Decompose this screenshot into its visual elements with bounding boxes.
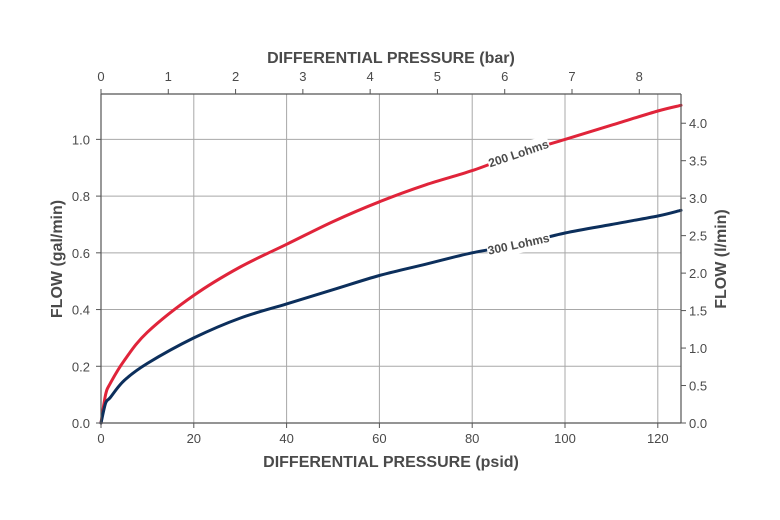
y2-tick-label: 3.5 — [689, 154, 707, 169]
curve-label-background — [485, 228, 552, 260]
y2-tick-label: 0.5 — [689, 379, 707, 394]
x2-tick-label: 8 — [636, 69, 643, 84]
x2-tick-label: 4 — [367, 69, 374, 84]
x2-axis-title: DIFFERENTIAL PRESSURE (bar) — [267, 50, 515, 67]
y2-tick-label: 2.0 — [689, 266, 707, 281]
y2-tick-label: 4.0 — [689, 116, 707, 131]
x2-tick-label: 7 — [568, 69, 575, 84]
series-line-300-lohms — [99, 208, 683, 425]
x-tick-label: 100 — [554, 431, 576, 446]
x-tick-label: 80 — [465, 431, 479, 446]
x2-tick-label: 2 — [232, 69, 239, 84]
x-axis-title: DIFFERENTIAL PRESSURE (psid) — [263, 454, 519, 471]
x-tick-label: 120 — [647, 431, 669, 446]
x2-tick-label: 0 — [97, 69, 104, 84]
tick-labels: 0 20 40 60 80 100 120 0 1 2 3 4 5 6 7 8 0.0 0.2 0.4 0.6 0.8 1… — [72, 69, 707, 446]
curve-label-group: 300 Lohms — [485, 228, 552, 260]
x-tick-label: 60 — [372, 431, 386, 446]
grid-lines — [101, 94, 681, 423]
x2-tick-label: 3 — [299, 69, 306, 84]
x-tick-label: 40 — [279, 431, 293, 446]
y-axis-title: FLOW (gal/min) — [49, 200, 66, 318]
axes — [96, 89, 686, 428]
x2-tick-label: 1 — [165, 69, 172, 84]
x-tick-label: 0 — [97, 431, 104, 446]
curve-label-group: 200 Lohms — [485, 134, 552, 173]
y-tick-label: 0.8 — [72, 189, 90, 204]
y-tick-label: 1.0 — [72, 132, 90, 147]
y-tick-label: 0.4 — [72, 303, 90, 318]
y2-tick-label: 1.5 — [689, 304, 707, 319]
curve-labels: 200 Lohms 300 Lohms — [485, 134, 552, 260]
x2-tick-label: 5 — [434, 69, 441, 84]
series-lines — [99, 103, 683, 425]
y-tick-label: 0.6 — [72, 246, 90, 261]
y2-tick-label: 0.0 — [689, 416, 707, 431]
y2-tick-label: 1.0 — [689, 341, 707, 356]
y-tick-label: 0.2 — [72, 359, 90, 374]
y2-tick-label: 3.0 — [689, 191, 707, 206]
y2-axis-title: FLOW (l/min) — [713, 209, 730, 309]
y-tick-label: 0.0 — [72, 416, 90, 431]
y2-tick-label: 2.5 — [689, 229, 707, 244]
curve-label-background — [485, 134, 552, 173]
curve-label-300-lohms: 300 Lohms — [486, 231, 551, 258]
x2-tick-label: 6 — [501, 69, 508, 84]
x-tick-label: 20 — [187, 431, 201, 446]
series-line-200-lohms — [99, 103, 683, 425]
